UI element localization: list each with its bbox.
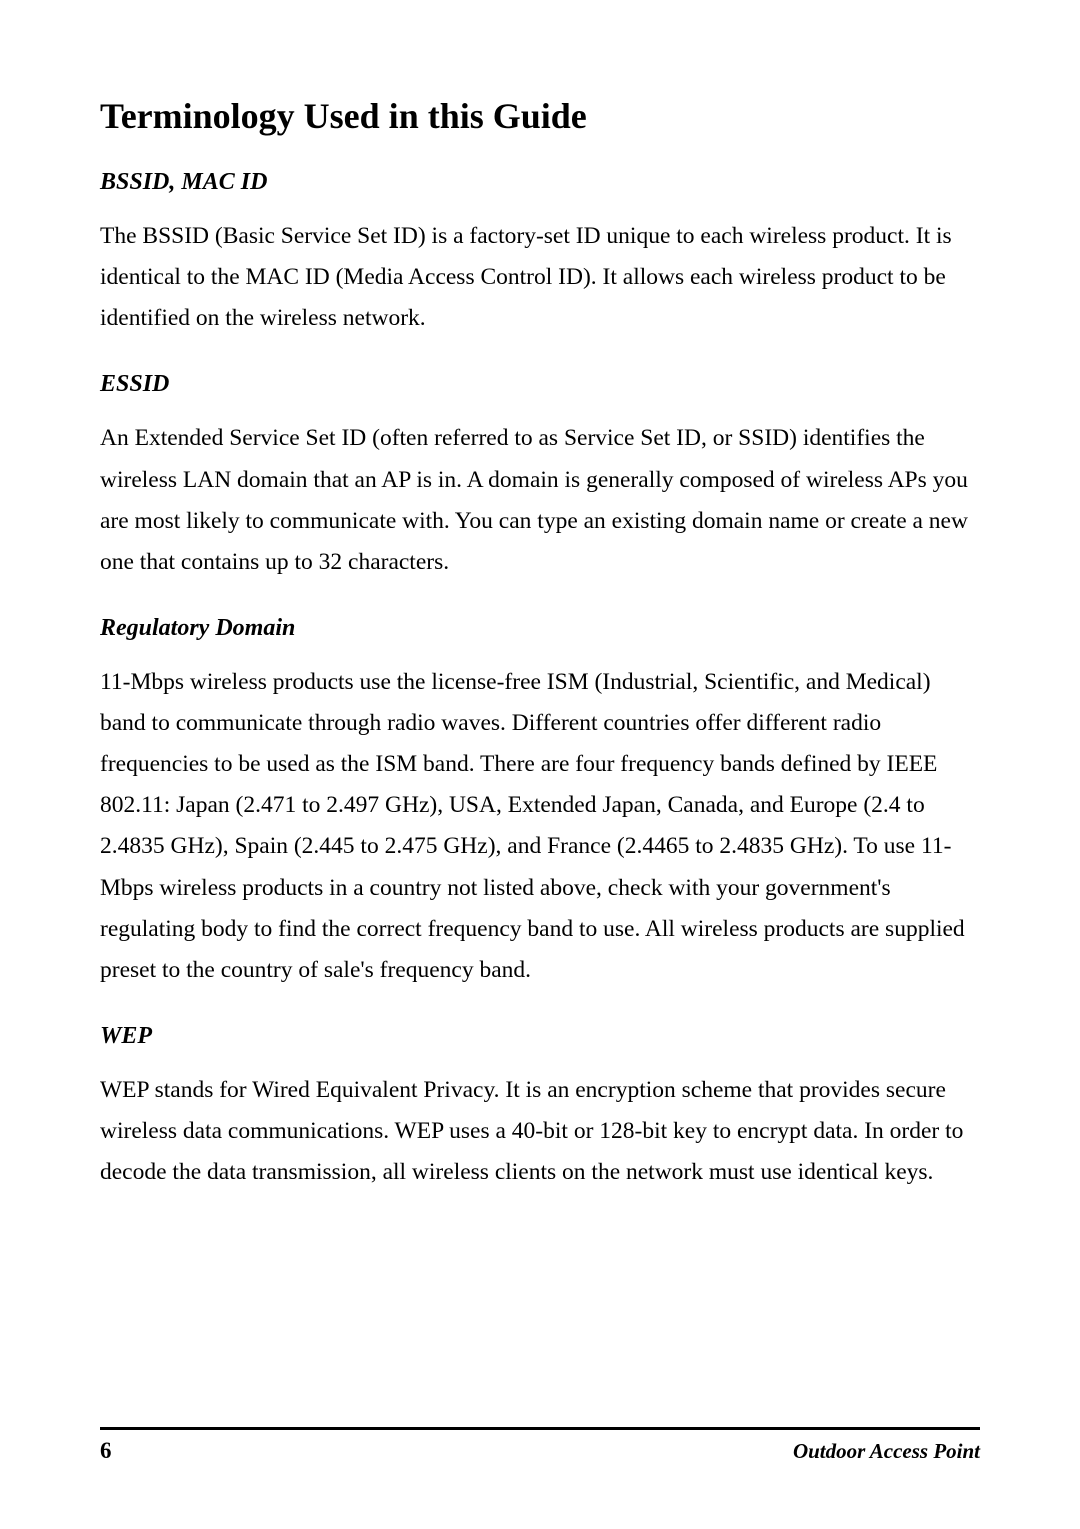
- term-heading: WEP: [100, 1023, 980, 1050]
- term-body: WEP stands for Wired Equivalent Privacy.…: [100, 1070, 980, 1193]
- term-body: 11-Mbps wireless products use the licens…: [100, 662, 980, 991]
- term-heading: BSSID, MAC ID: [100, 169, 980, 196]
- term-heading: ESSID: [100, 371, 980, 398]
- page-title: Terminology Used in this Guide: [100, 95, 980, 137]
- footer-row: 6 Outdoor Access Point: [100, 1438, 980, 1464]
- footer-doc-title: Outdoor Access Point: [793, 1439, 980, 1464]
- term-body: The BSSID (Basic Service Set ID) is a fa…: [100, 216, 980, 339]
- term-heading: Regulatory Domain: [100, 615, 980, 642]
- term-body: An Extended Service Set ID (often referr…: [100, 418, 980, 583]
- page-footer: 6 Outdoor Access Point: [100, 1427, 980, 1464]
- footer-rule: [100, 1427, 980, 1430]
- page-number: 6: [100, 1438, 112, 1464]
- page-content: Terminology Used in this Guide BSSID, MA…: [0, 0, 1080, 1193]
